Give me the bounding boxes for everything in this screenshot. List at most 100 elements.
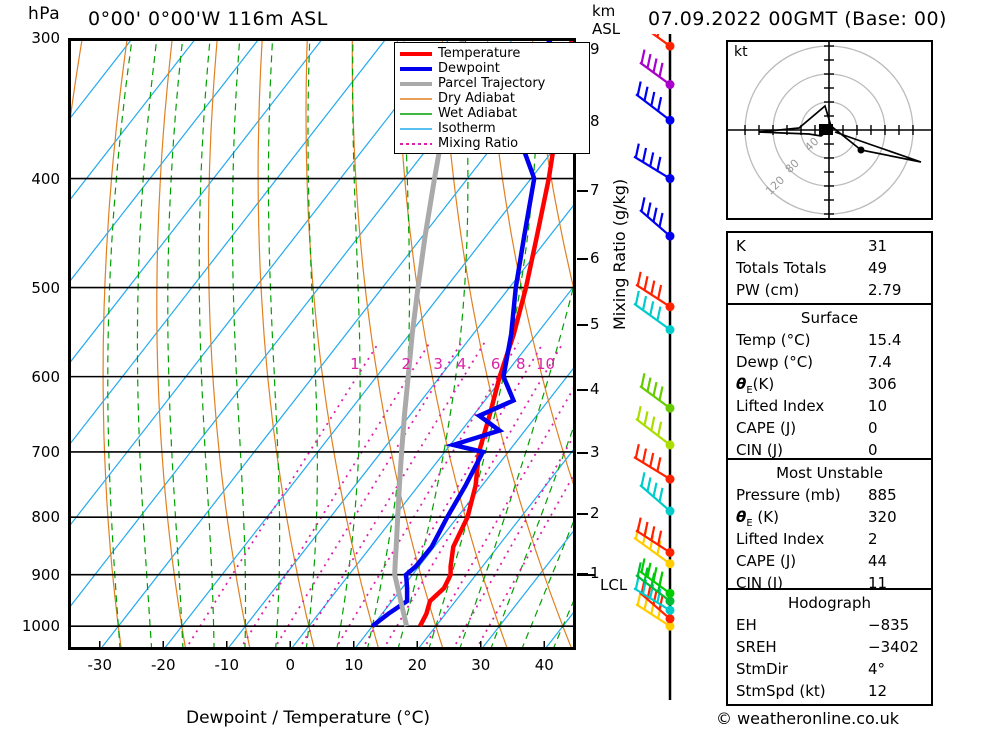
row-key: Lifted Index: [736, 397, 825, 415]
legend-label: Wet Adiabat: [438, 106, 518, 121]
mixing-ratio-label-2: 2: [401, 354, 412, 373]
wind-barb-strip: [633, 34, 675, 700]
legend-swatch: [399, 78, 433, 89]
row-key: SREH: [736, 638, 777, 656]
legend-swatch: [399, 108, 433, 119]
temperature-tick-20: 20: [407, 656, 427, 674]
wind-barb: [635, 405, 675, 450]
mixing-ratio-label-4: 4: [456, 354, 467, 373]
row-value: 15.4: [868, 331, 902, 349]
legend-swatch: [399, 123, 433, 134]
wind-barb: [633, 443, 675, 484]
table-row: StmDir 4°: [728, 658, 931, 680]
legend-swatch: [399, 63, 433, 74]
height-tick-1: 1: [590, 564, 600, 582]
height-tick-2: 2: [590, 504, 600, 523]
table-row: θE (K) 320: [728, 506, 931, 529]
height-tick-9: 9: [590, 39, 600, 58]
table-row: Temp (°C) 15.4: [728, 329, 931, 351]
most-unstable-table: Most Unstable Pressure (mb) 885 θE (K) 320 Li…: [726, 458, 933, 598]
hodograph-stats-table: Hodograph EH −835 SREH −3402 StmDir 4° StmSpd (…: [726, 588, 933, 706]
row-key: θE (K): [736, 508, 779, 529]
legend-label: Parcel Trajectory: [438, 76, 546, 91]
row-value: 10: [868, 397, 888, 415]
height-tick-3: 3: [590, 442, 600, 461]
height-tick-mark: [577, 324, 588, 327]
height-axis-ref-label: ASL: [592, 20, 621, 38]
mixing-ratio-label-6: 6: [490, 354, 501, 373]
temperature-tick--30: -30: [87, 656, 113, 674]
row-key: θE(K): [736, 375, 775, 396]
table-title: Hodograph: [787, 594, 872, 612]
row-value: 320: [868, 508, 897, 526]
row-key: Pressure (mb): [736, 486, 841, 504]
mixing-ratio-label-3: 3: [433, 354, 443, 373]
row-key: Temp (°C): [736, 331, 811, 349]
row-value: 885: [868, 486, 897, 504]
wind-barb: [633, 143, 675, 184]
row-key: EH: [736, 616, 757, 634]
temperature-tick-10: 10: [344, 656, 364, 674]
row-value: 2: [868, 530, 878, 548]
height-tick-7: 7: [590, 181, 600, 200]
row-value: −835: [868, 616, 910, 634]
hodograph-unit-label: kt: [734, 44, 748, 60]
skewt-plot[interactable]: [68, 38, 576, 650]
hodograph-panel[interactable]: 40 80 120: [726, 40, 933, 220]
copyright-notice: © weatheronline.co.uk: [716, 709, 899, 728]
height-tick-mark: [577, 451, 588, 454]
temperature-tick-0: 0: [285, 656, 296, 674]
row-value: −3402: [868, 638, 919, 656]
legend-item-isotherm: Isotherm: [399, 121, 585, 136]
row-key: Dewp (°C): [736, 353, 814, 371]
table-row: CIN (J) 0: [728, 439, 931, 461]
table-title: Surface: [800, 309, 859, 327]
table-row: Dewp (°C) 7.4: [728, 351, 931, 373]
table-row: CIN (J) 11: [728, 572, 931, 594]
wind-barb: [639, 49, 675, 90]
height-tick-mark: [577, 388, 588, 391]
wind-barb: [639, 373, 675, 413]
row-key: Lifted Index: [736, 530, 825, 548]
height-tick-mark: [577, 258, 588, 261]
hodograph-ring-label: 80: [783, 157, 802, 176]
legend-swatch: [399, 48, 433, 59]
legend-item-dry-adiabat: Dry Adiabat: [399, 91, 585, 106]
row-key: CIN (J): [736, 574, 784, 592]
height-tick-6: 6: [590, 249, 600, 268]
forecast-date-title: 07.09.2022 00GMT (Base: 00): [648, 8, 947, 30]
pressure-tick-1000: 1000: [21, 617, 60, 636]
table-row: SREH −3402: [728, 636, 931, 658]
pressure-tick-600: 600: [31, 367, 60, 386]
lcl-marker-label: LCL: [600, 576, 628, 594]
wind-barb: [639, 558, 675, 598]
legend-label: Dry Adiabat: [438, 91, 515, 106]
surface-table: Surface Temp (°C) 15.4 Dewp (°C) 7.4 θE(K) 306…: [726, 303, 933, 465]
row-key: Totals Totals: [736, 259, 827, 277]
table-row: CAPE (J) 0: [728, 417, 931, 439]
legend-label: Mixing Ratio: [438, 136, 519, 151]
wind-barb: [639, 579, 675, 624]
wind-barb: [633, 290, 675, 335]
height-tick-5: 5: [590, 315, 600, 334]
mixing-ratio-label-8: 8: [516, 354, 526, 373]
station-title: 0°00' 0°00'W 116m ASL: [88, 8, 328, 30]
hodograph-ring-label: 120: [763, 174, 787, 198]
row-key: PW (cm): [736, 281, 800, 299]
indices-table: K 31 Totals Totals 49 PW (cm) 2.79: [726, 231, 933, 305]
table-row: PW (cm) 2.79: [728, 279, 931, 301]
row-value: 0: [868, 419, 878, 437]
row-value: 0: [868, 441, 878, 459]
wind-barb: [651, 34, 675, 51]
pressure-tick-900: 900: [31, 565, 60, 584]
mixing-ratio-label-1: 1: [350, 354, 360, 373]
table-row: K 31: [728, 235, 931, 257]
table-title: Most Unstable: [776, 464, 883, 482]
table-row: EH −835: [728, 614, 931, 636]
mixing-ratio-label-10: 10: [536, 354, 556, 373]
row-value: 44: [868, 552, 888, 570]
wind-barb: [639, 472, 675, 516]
height-tick-mark: [577, 513, 588, 516]
temperature-tick-30: 30: [471, 656, 491, 674]
table-row: Totals Totals 49: [728, 257, 931, 279]
